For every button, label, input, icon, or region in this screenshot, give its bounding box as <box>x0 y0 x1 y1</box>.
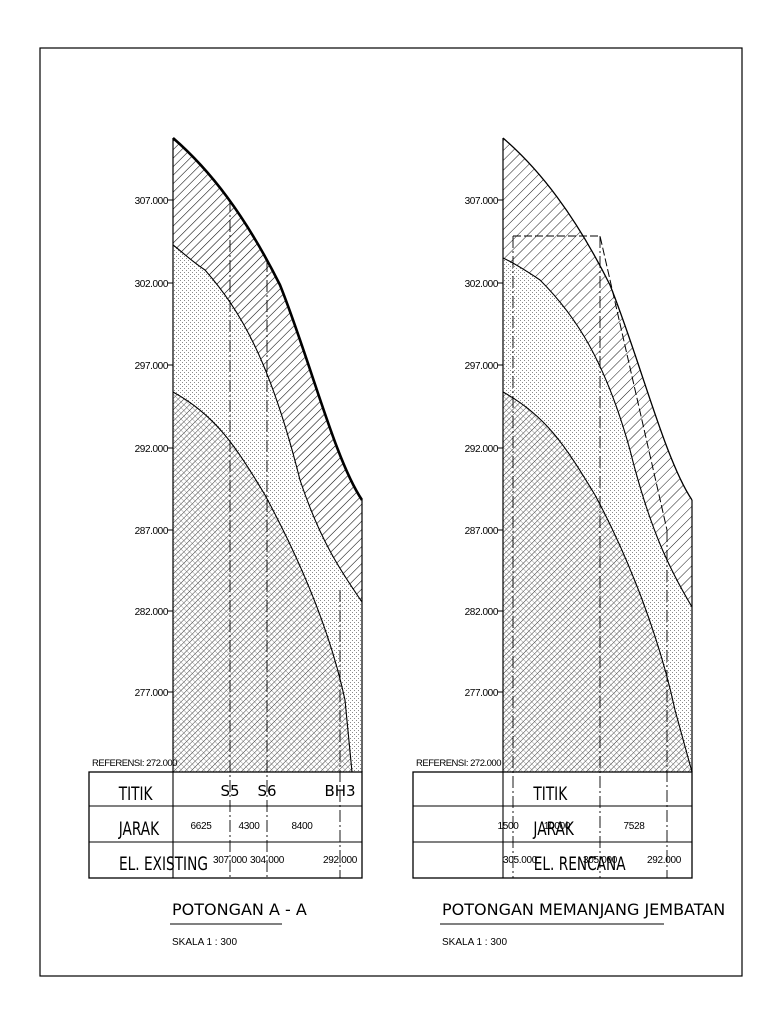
topsoil-boundary-left <box>172 244 363 603</box>
scale-label-left: SKALA 1 : 300 <box>172 937 237 948</box>
elevation-axis-left: 307.000 302.000 297.000 292.000 287.000 … <box>135 196 173 699</box>
distance-value: 6625 <box>190 821 212 832</box>
elevation-value: 292.000 <box>647 855 682 866</box>
reference-label: REFERENSI: 272.000 <box>92 758 177 769</box>
point-label-s5: S5 <box>220 782 239 800</box>
stratum-rock-right <box>503 392 692 772</box>
section-potongan-memanjang-jembatan: 307.000 302.000 297.000 292.000 287.000 … <box>412 137 725 948</box>
section-title-left: POTONGAN A - A <box>172 900 307 919</box>
tick-label: 277.000 <box>465 688 499 699</box>
tick-label: 277.000 <box>135 688 169 699</box>
planned-bridge-profile <box>513 235 668 531</box>
elevation-axis-right: 307.000 302.000 297.000 292.000 287.000 … <box>465 196 503 699</box>
elevation-value: 305.000 <box>583 855 618 866</box>
tick-label: 307.000 <box>135 196 169 207</box>
reference-label: REFERENSI: 272.000 <box>416 758 501 769</box>
tick-label: 292.000 <box>135 444 169 455</box>
elevation-value: 307.000 <box>213 855 248 866</box>
ground-surface-left <box>172 137 364 501</box>
elevation-value: 292.000 <box>323 855 358 866</box>
section-potongan-a-a: 307.000 302.000 297.000 292.000 287.000 … <box>88 137 364 948</box>
scale-label-right: SKALA 1 : 300 <box>442 937 507 948</box>
rock-boundary-left <box>172 391 353 773</box>
stratum-topsoil-right <box>503 138 692 607</box>
distance-value: 10000 <box>544 821 571 832</box>
row-label-el-existing: EL. EXISTING <box>119 853 208 875</box>
point-label-s6: S6 <box>257 782 276 800</box>
tick-label: 297.000 <box>465 361 499 372</box>
row-label-jarak: JARAK <box>533 818 575 840</box>
sheet-border <box>39 47 743 977</box>
soil-profile-right <box>502 137 693 773</box>
distance-value: 8400 <box>291 821 313 832</box>
tick-label: 302.000 <box>465 279 499 290</box>
ground-surface-right <box>502 137 693 501</box>
data-table-left: TITIK JARAK EL. EXISTING S5 S6 BH3 6625 … <box>88 771 363 879</box>
tick-label: 287.000 <box>135 526 169 537</box>
row-label-el-rencana: EL. RENCANA <box>534 853 626 875</box>
tick-label: 287.000 <box>465 526 499 537</box>
elevation-value: 304.000 <box>250 855 285 866</box>
tick-label: 282.000 <box>465 607 499 618</box>
tick-label: 297.000 <box>135 361 169 372</box>
row-label-titik: TITIK <box>533 783 569 805</box>
row-label-titik: TITIK <box>118 783 154 805</box>
distance-value: 4300 <box>238 821 260 832</box>
tick-label: 302.000 <box>135 279 169 290</box>
elevation-value: 305.000 <box>503 855 538 866</box>
data-table-right: TITIK JARAK EL. RENCANA 1500 10000 7528 … <box>412 771 693 879</box>
tick-label: 282.000 <box>135 607 169 618</box>
rock-boundary-right <box>502 391 693 773</box>
tick-label: 307.000 <box>465 196 499 207</box>
distance-value: 7528 <box>623 821 645 832</box>
soil-profile-left <box>172 137 364 773</box>
tick-label: 292.000 <box>465 444 499 455</box>
topsoil-boundary-right <box>502 257 693 608</box>
section-title-right: POTONGAN MEMANJANG JEMBATAN <box>442 900 725 919</box>
stratum-topsoil-left <box>173 138 362 602</box>
row-label-jarak: JARAK <box>118 818 160 840</box>
point-label-bh3: BH3 <box>324 782 355 800</box>
stratum-rock-left <box>173 392 352 772</box>
distance-value: 1500 <box>497 821 519 832</box>
